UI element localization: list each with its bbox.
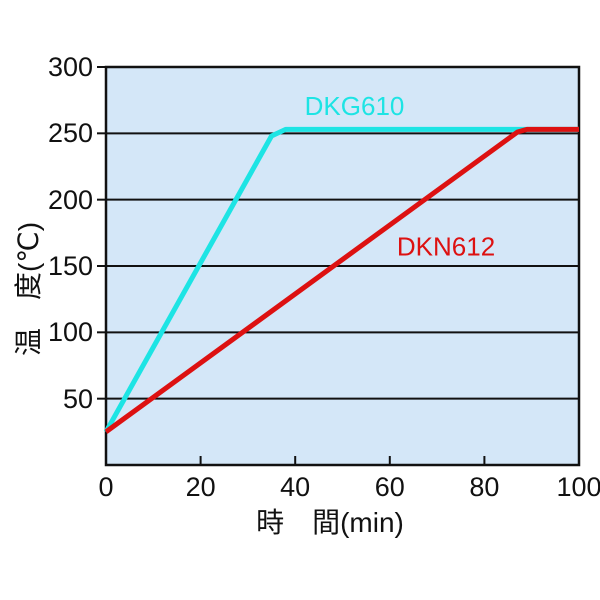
x-tick-label-100: 100 <box>556 472 600 502</box>
series-label-DKG610: DKG610 <box>305 91 405 121</box>
x-tick-label-40: 40 <box>280 472 311 502</box>
x-tick-label-80: 80 <box>469 472 500 502</box>
y-tick-label-300: 300 <box>47 52 93 82</box>
series-line-DKN612 <box>104 126 579 434</box>
y-tick-label-50: 50 <box>62 383 93 414</box>
x-tick-label-60: 60 <box>374 472 405 502</box>
x-tick-label-20: 20 <box>185 472 216 502</box>
series-line-DKG610 <box>103 126 579 434</box>
y-tick-label-150: 150 <box>47 251 93 281</box>
x-tick-label-0: 0 <box>98 472 114 502</box>
plot-border <box>104 65 581 467</box>
y-axis-title: 温 度(℃) <box>13 221 44 357</box>
y-tick-label-200: 200 <box>47 184 93 215</box>
y-tick-label-100: 100 <box>47 317 93 348</box>
x-axis-title: 時 間(min) <box>256 507 404 538</box>
series-label-DKN612: DKN612 <box>397 231 495 261</box>
y-tick-label-250: 250 <box>47 118 93 149</box>
